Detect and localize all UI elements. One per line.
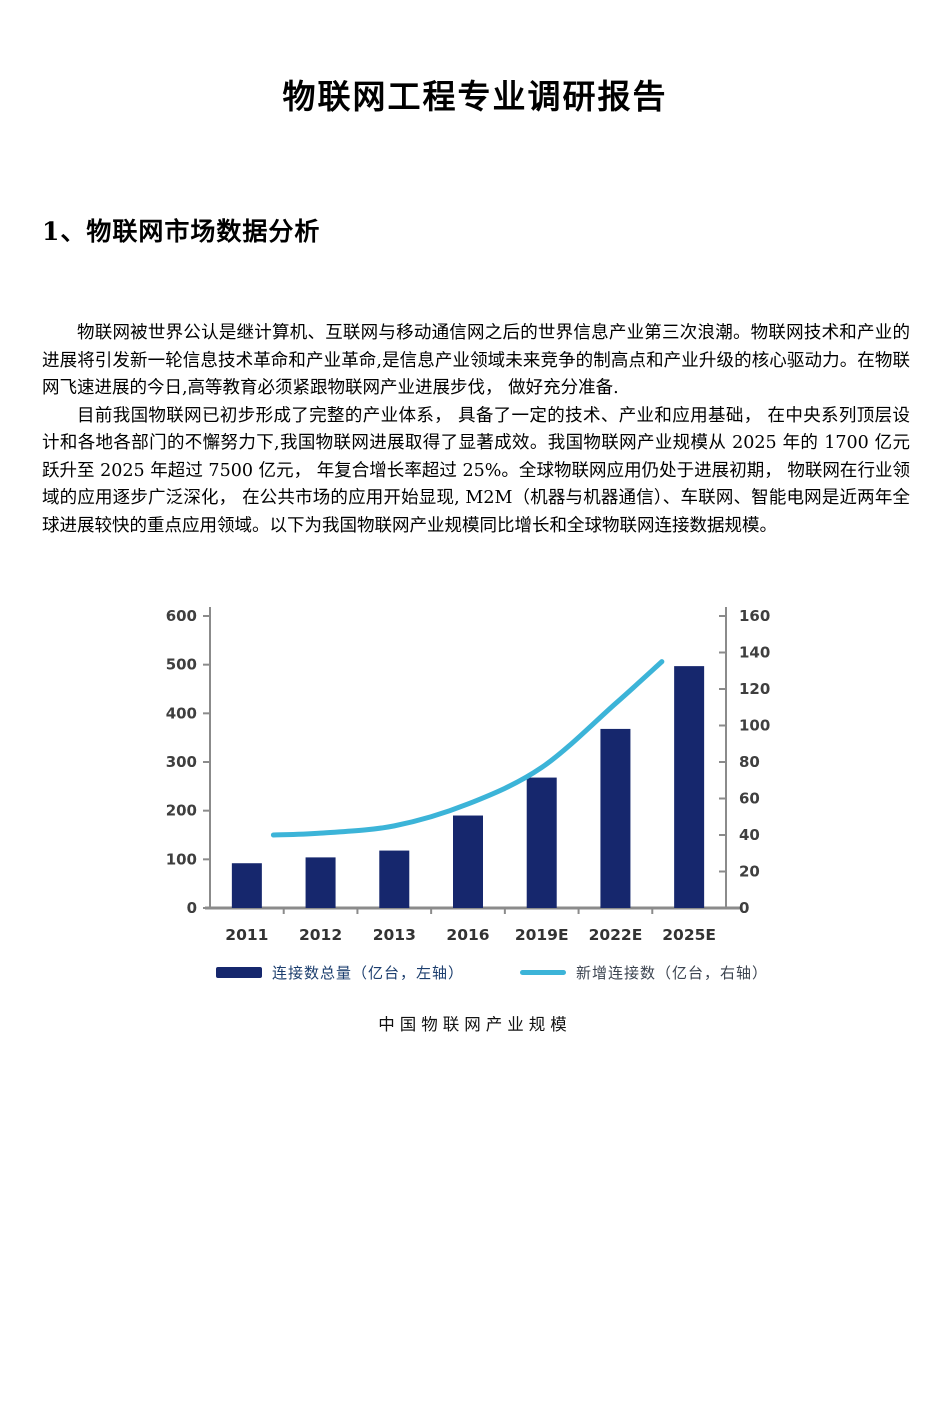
svg-text:100: 100	[739, 717, 770, 735]
paragraph-1: 物联网被世界公认是继计算机、互联网与移动通信网之后的世界信息产业第三次浪潮。物联…	[42, 323, 910, 398]
svg-text:20: 20	[739, 863, 760, 881]
svg-text:0: 0	[187, 899, 197, 917]
svg-text:60: 60	[739, 790, 760, 808]
svg-text:2025E: 2025E	[662, 926, 716, 944]
legend-item-line: 新增连接数（亿台，右轴）	[520, 962, 768, 983]
svg-text:600: 600	[166, 607, 197, 625]
chart-caption: 中国物联网产业规模	[378, 1015, 572, 1034]
combo-chart: 0 100 200 300 400 500 600 0 20 40 60 80 100 120 140 160…	[166, 607, 770, 944]
legend-label-line: 新增连接数（亿台，右轴）	[576, 964, 769, 982]
svg-text:400: 400	[166, 704, 197, 722]
svg-text:2011: 2011	[225, 926, 268, 944]
svg-text:120: 120	[739, 680, 770, 698]
svg-text:2022E: 2022E	[589, 926, 643, 944]
section-heading: 1、物联网市场数据分析	[42, 217, 321, 246]
svg-text:2019E: 2019E	[515, 926, 569, 944]
bar-series-swatch	[216, 967, 262, 978]
svg-text:160: 160	[739, 607, 770, 625]
legend-item-bars: 连接数总量（亿台，左轴）	[216, 962, 464, 983]
svg-text:100: 100	[166, 850, 197, 868]
svg-text:500: 500	[166, 656, 197, 674]
svg-text:200: 200	[166, 802, 197, 820]
svg-text:300: 300	[166, 753, 197, 771]
svg-text:80: 80	[739, 753, 760, 771]
svg-text:140: 140	[739, 644, 770, 662]
line-series-swatch	[520, 970, 567, 975]
svg-text:2012: 2012	[299, 926, 342, 944]
combo-chart-block: 0 100 200 300 400 500 600 0 20 40 60 80 100 120 140 160…	[138, 590, 802, 983]
paragraph-2: 目前我国物联网已初步形成了完整的产业体系， 具备了一定的技术、产业和应用基础， …	[42, 405, 910, 536]
body-text: 物联网被世界公认是继计算机、互联网与移动通信网之后的世界信息产业第三次浪潮。物联…	[42, 320, 910, 540]
svg-text:0: 0	[739, 899, 749, 917]
svg-text:2016: 2016	[446, 926, 489, 944]
svg-text:40: 40	[739, 826, 760, 844]
chart-legend: 连接数总量（亿台，左轴） 新增连接数（亿台，右轴）	[138, 962, 802, 983]
svg-text:2013: 2013	[373, 926, 416, 944]
page-title: 物联网工程专业调研报告	[282, 77, 668, 116]
legend-label-bars: 连接数总量（亿台，左轴）	[272, 964, 465, 982]
